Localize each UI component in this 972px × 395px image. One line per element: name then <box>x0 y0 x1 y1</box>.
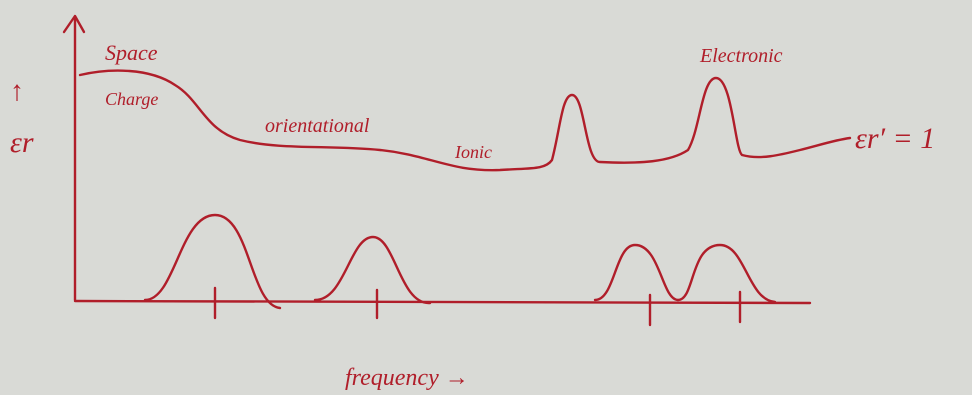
label-limit: εr′ = 1 <box>855 122 935 155</box>
label-electronic: Electronic <box>699 45 783 67</box>
y-arrow: ↑ <box>10 76 24 107</box>
label-ionic: Ionic <box>454 142 492 162</box>
label-space: Space <box>105 40 158 65</box>
label-orientational: orientational <box>265 115 370 137</box>
x-axis-label: frequency → <box>345 365 469 391</box>
label-charge: Charge <box>105 89 158 109</box>
y-axis-label: εr <box>10 126 34 159</box>
diagram: ↑ εr Space Charge orientational Ionic El… <box>0 0 972 395</box>
